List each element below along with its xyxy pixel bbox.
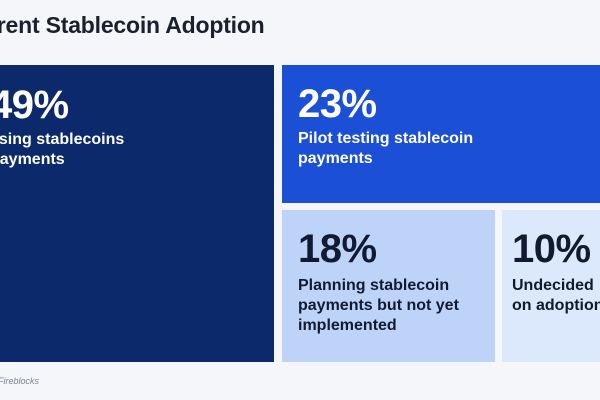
tile-category-label: Undecided on adoption [512,277,600,314]
treemap-tile: 10% Undecided on adoption [502,210,600,362]
source-note: Fireblocks [0,376,40,386]
tile-value-label: 23% [298,82,377,126]
tile-value-label: 18% [298,227,377,271]
treemap-tile: 18% Planning stablecoin payments but not… [282,210,495,362]
treemap-tile: 49% Jsing stablecoins payments [0,65,274,362]
chart-title: rrent Stablecoin Adoption [0,12,265,38]
tile-category-label: Pilot testing stablecoin payments [298,130,474,167]
treemap-tile: 23% Pilot testing stablecoin payments [282,65,600,203]
tile-category-label: Planning stablecoin payments but not yet… [298,277,459,334]
tile-value-label: 49% [0,83,69,127]
tile-value-label: 10% [512,227,591,271]
tile-category-label: Jsing stablecoins payments [0,131,125,168]
